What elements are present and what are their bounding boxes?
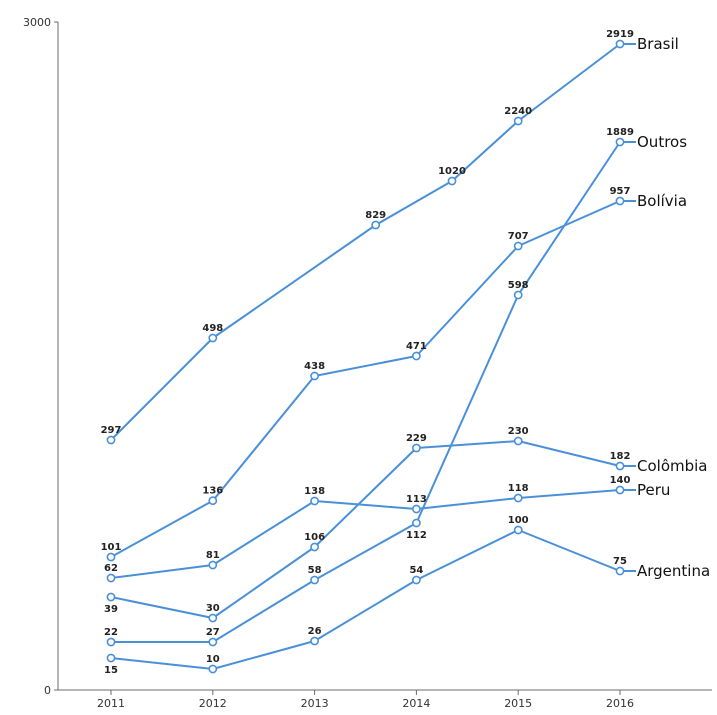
data-label: 2919 — [606, 29, 634, 40]
data-label: 438 — [304, 361, 325, 372]
data-label: 598 — [508, 280, 529, 291]
data-label: 829 — [365, 210, 386, 221]
data-label: 136 — [202, 486, 223, 497]
series-lines — [110, 43, 621, 670]
data-label: 2240 — [504, 106, 532, 117]
data-point — [615, 485, 625, 495]
data-point — [106, 592, 116, 602]
data-point — [106, 435, 116, 445]
data-label: 54 — [409, 565, 423, 576]
data-label: 1020 — [438, 166, 466, 177]
data-label: 230 — [508, 426, 529, 437]
series-name-bolívia: Bolívia — [637, 192, 687, 210]
data-point — [513, 493, 523, 503]
data-label: 75 — [613, 556, 627, 567]
data-label: 1889 — [606, 127, 634, 138]
series-line-argentina — [110, 529, 621, 670]
data-label: 182 — [610, 451, 631, 462]
data-point — [106, 637, 116, 647]
data-point — [615, 566, 625, 576]
data-point — [310, 542, 319, 552]
data-point — [447, 176, 457, 186]
data-label: 62 — [104, 563, 118, 574]
data-label: 118 — [508, 483, 529, 494]
data-point — [208, 496, 218, 506]
series-line-bolívia — [110, 200, 621, 558]
data-point — [106, 552, 116, 562]
data-label: 957 — [610, 186, 631, 197]
series-names: Brasil Outros Bolívia Colômbia Peru Argentina — [623, 35, 710, 580]
series-name-colômbia: Colômbia — [637, 457, 708, 475]
data-label: 27 — [206, 627, 220, 638]
data-point — [513, 436, 523, 446]
data-point — [310, 575, 319, 585]
data-label: 30 — [206, 603, 220, 614]
series-name-argentina: Argentina — [637, 562, 710, 580]
data-label: 10 — [206, 654, 220, 665]
data-point — [513, 290, 523, 300]
data-label: 138 — [304, 486, 325, 497]
x-tick-label: 2014 — [402, 697, 430, 710]
data-label: 707 — [508, 231, 529, 242]
data-label: 229 — [406, 433, 427, 444]
x-tick-label: 2011 — [97, 697, 125, 710]
x-tick-label: 2012 — [199, 697, 227, 710]
data-label: 297 — [101, 425, 122, 436]
data-point — [411, 504, 421, 514]
data-point — [411, 518, 421, 528]
x-tick-label: 2015 — [504, 697, 532, 710]
series-line-colômbia — [110, 440, 621, 619]
data-point — [513, 116, 523, 126]
data-label: 106 — [304, 532, 325, 543]
data-label: 15 — [104, 665, 118, 676]
series-line-peru — [110, 489, 621, 579]
y-tick-label: 0 — [44, 684, 51, 697]
data-point — [615, 137, 625, 147]
data-label: 101 — [101, 542, 122, 553]
data-point — [615, 196, 625, 206]
data-label: 498 — [202, 323, 223, 334]
data-label: 100 — [508, 515, 529, 526]
series-name-outros: Outros — [637, 133, 687, 151]
data-points — [106, 39, 625, 674]
series-name-peru: Peru — [637, 481, 670, 499]
data-point — [310, 371, 319, 381]
x-tick-label: 2013 — [301, 697, 329, 710]
series-name-brasil: Brasil — [637, 35, 679, 53]
data-label: 26 — [308, 626, 322, 637]
data-point — [615, 461, 625, 471]
data-point — [371, 220, 381, 230]
data-point — [208, 560, 218, 570]
y-tick-label: 3000 — [23, 16, 51, 29]
data-label: 112 — [406, 530, 427, 541]
data-point — [411, 575, 421, 585]
data-point — [513, 241, 523, 251]
data-point — [106, 653, 116, 663]
data-point — [310, 636, 319, 646]
data-point — [411, 443, 421, 453]
data-point — [208, 613, 218, 623]
axes: 0 3000 2011 2012 2013 2014 2015 2016 — [23, 16, 712, 710]
data-point — [513, 525, 523, 535]
data-label: 81 — [206, 550, 220, 561]
series-line-outros — [111, 141, 621, 643]
data-point — [411, 351, 421, 361]
data-point — [615, 39, 625, 49]
series-line-brasil — [110, 43, 621, 441]
data-point — [106, 573, 116, 583]
x-tick-label: 2016 — [606, 697, 634, 710]
data-label: 58 — [308, 565, 322, 576]
data-label: 39 — [104, 604, 118, 615]
data-point — [208, 637, 218, 647]
data-label: 140 — [610, 475, 631, 486]
data-point — [208, 664, 218, 674]
data-point — [310, 496, 319, 506]
data-point — [208, 333, 218, 343]
data-label: 113 — [406, 494, 427, 505]
data-label: 22 — [104, 627, 118, 638]
data-label: 471 — [406, 341, 427, 352]
